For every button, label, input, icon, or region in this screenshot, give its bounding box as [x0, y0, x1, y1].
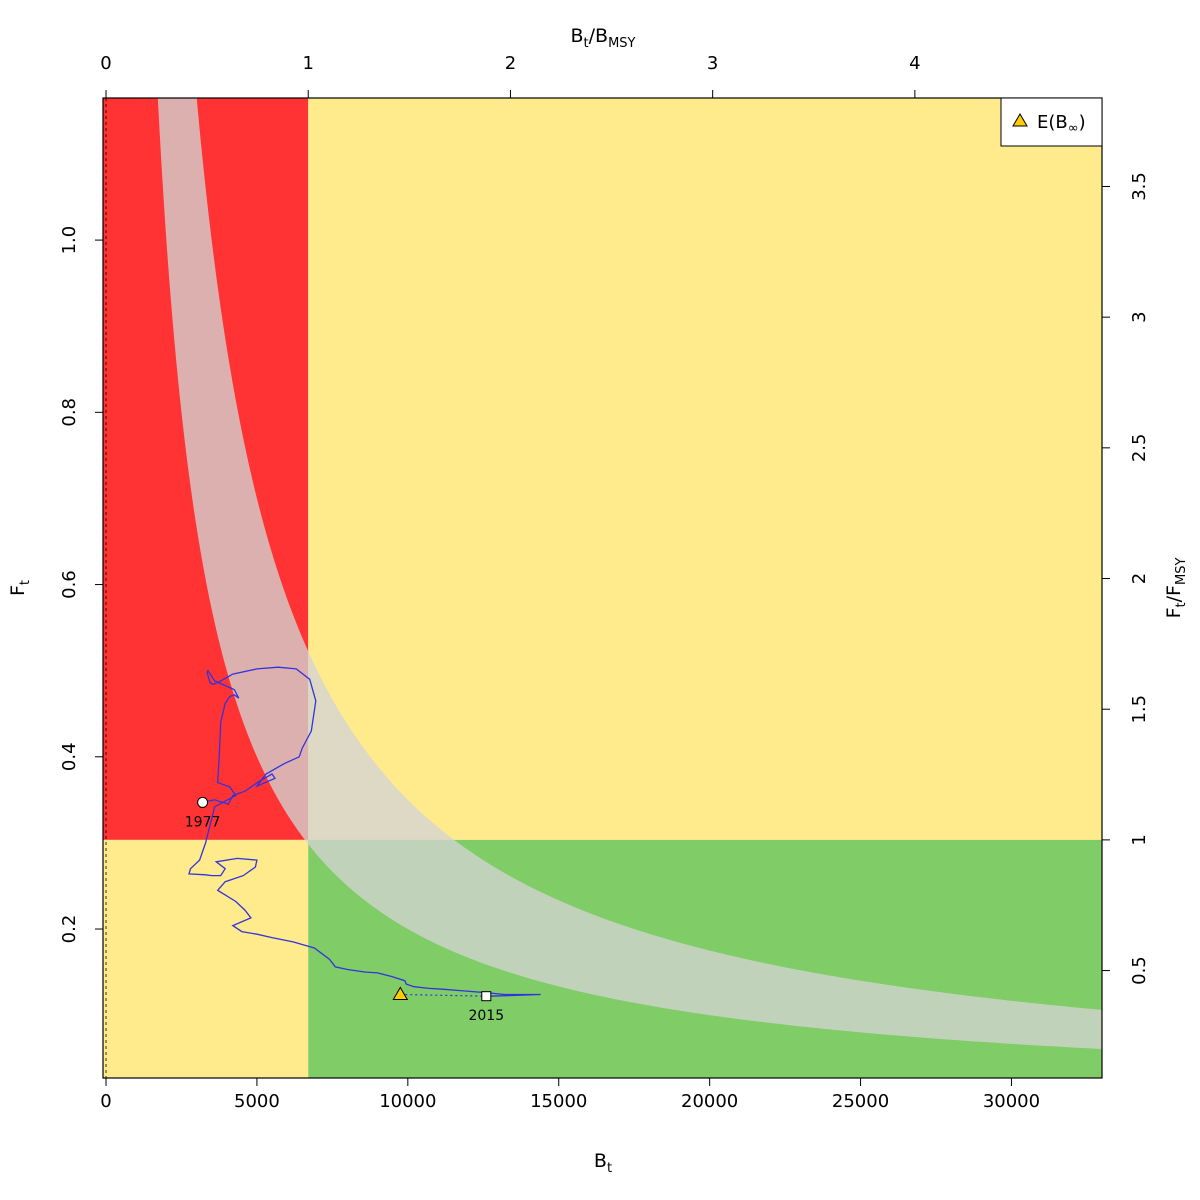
y-tick-label: 0.8	[59, 398, 80, 427]
right-tick-label: 3.5	[1129, 172, 1150, 201]
plot-frame	[102, 97, 1103, 1079]
legend-label: E(B∞)	[1037, 112, 1086, 136]
right-tick-label: 2	[1129, 573, 1150, 584]
legend-triangle-icon	[1012, 113, 1028, 127]
zone-yellow-top	[308, 98, 1102, 840]
right-tick-label: 1.5	[1129, 695, 1150, 724]
top-tick-label: 2	[505, 53, 516, 74]
marker-layer: 1977 2015	[185, 796, 504, 1024]
x-tick-label: 25000	[832, 1091, 889, 1112]
right-tick-label: 2.5	[1129, 434, 1150, 463]
start-point-marker	[197, 796, 209, 808]
y-tick-label: 0.4	[59, 742, 80, 771]
right-tick-label: 0.5	[1129, 956, 1150, 985]
top-tick-label: 4	[909, 53, 920, 74]
right-tick-label: 1	[1129, 834, 1150, 845]
axes-layer: 0 5000 10000 15000 20000 25000 30000 0.2 0.4 0.6 0…	[59, 53, 1150, 1112]
top-tick-label: 3	[707, 53, 718, 74]
y-tick-label: 1.0	[59, 226, 80, 255]
x-tick-label: 15000	[530, 1091, 587, 1112]
x-tick-label: 0	[100, 1091, 111, 1112]
start-year-label: 1977	[185, 814, 221, 830]
equilibrium-connector	[400, 993, 487, 997]
x-tick-label: 5000	[234, 1091, 280, 1112]
end-point-marker	[481, 991, 492, 1002]
top-axis-title: Bt/BMSY	[570, 25, 635, 51]
top-tick-label: 0	[100, 53, 111, 74]
legend: E(B∞)	[1000, 97, 1103, 147]
trajectory-layer	[188, 666, 541, 997]
end-year-label: 2015	[468, 1008, 504, 1024]
equilibrium-triangle-marker	[392, 986, 409, 1000]
top-tick-label: 1	[303, 53, 314, 74]
right-axis-title: Ft/FMSY	[1163, 558, 1189, 619]
y-tick-label: 0.6	[59, 570, 80, 599]
zone-layer	[103, 98, 1102, 1078]
y-tick-label: 0.2	[59, 915, 80, 944]
msy-band	[157, 98, 1102, 1050]
right-tick-label: 3	[1129, 311, 1150, 322]
zone-yellow-bottom	[103, 839, 309, 1078]
x-axis-title: Bt	[594, 1150, 612, 1176]
x-tick-label: 20000	[681, 1091, 738, 1112]
trajectory-line	[188, 666, 541, 997]
x-tick-label: 10000	[379, 1091, 436, 1112]
y-axis-title: Ft	[7, 580, 33, 596]
msy-band-layer	[157, 98, 1102, 1050]
x-tick-label: 30000	[983, 1091, 1040, 1112]
